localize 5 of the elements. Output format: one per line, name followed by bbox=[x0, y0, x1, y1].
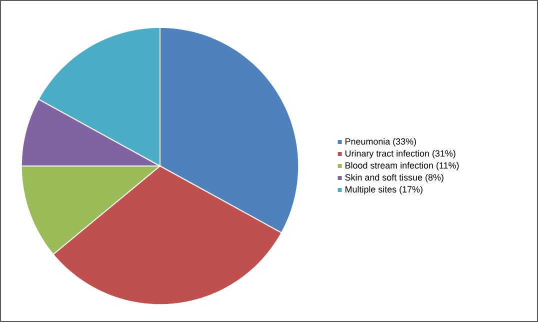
legend-label: Urinary tract infection (31%) bbox=[345, 150, 456, 158]
legend-label: Skin and soft tissue (8%) bbox=[345, 174, 444, 182]
legend-label: Blood stream infection (11%) bbox=[346, 162, 459, 170]
legend-label: Multiple sites (17%) bbox=[346, 186, 422, 194]
legend-label: Pneumonia (33%) bbox=[346, 138, 416, 146]
